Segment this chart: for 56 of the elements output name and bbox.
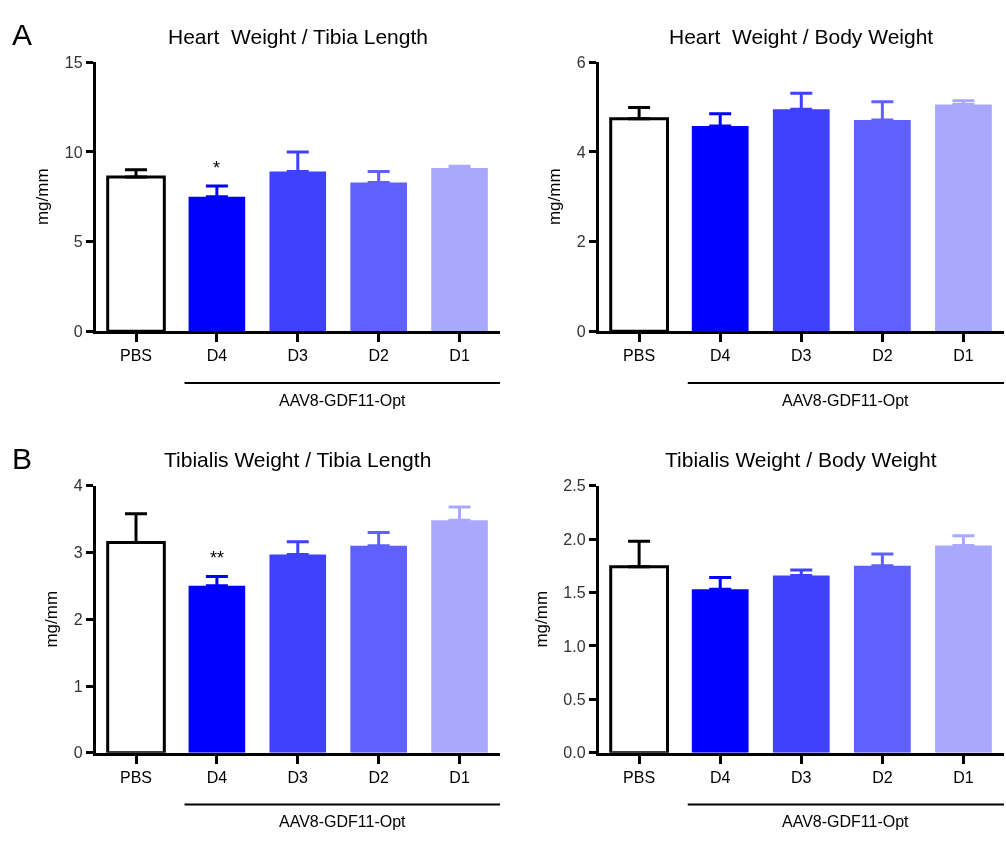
y-tick-label: 0 [73, 322, 83, 340]
y-tick-label: 1.0 [563, 637, 586, 655]
chart-title: Heart Weight / Body Weight [669, 25, 934, 48]
annotation: * [213, 158, 221, 178]
text: AAV8-GDF11-Opt [782, 813, 910, 830]
x-tick-label: D3 [791, 347, 812, 365]
chart-title: Tibialis Weight / Tibia Length [164, 448, 432, 471]
x-tick-label: D1 [449, 769, 470, 787]
text: B [12, 442, 33, 475]
text: AAV8-GDF11-Opt [279, 813, 407, 830]
x-tick-label: D2 [368, 769, 389, 787]
y-axis-title: mg/mm [42, 590, 62, 648]
x-tick-label: D1 [953, 769, 974, 787]
y-tick-label: 2 [73, 610, 83, 628]
y-axis-title: mg/mm [545, 168, 565, 226]
y-tick-label: 0.0 [563, 744, 586, 762]
y-tick-label: 10 [64, 143, 83, 161]
y-tick-label: 4 [576, 143, 586, 161]
text: AAV8-GDF11-Opt [279, 392, 407, 409]
x-tick-label: PBS [623, 347, 656, 365]
x-tick-label: D2 [872, 347, 893, 365]
y-tick-label: 2 [576, 233, 586, 251]
annotation: ** [210, 548, 225, 568]
text: AAV8-GDF11-Opt [782, 392, 910, 409]
x-tick-label: D3 [791, 769, 812, 787]
x-tick-label: D4 [709, 347, 731, 365]
y-tick-label: 0.5 [563, 690, 586, 708]
x-tick-label: PBS [623, 769, 656, 787]
y-tick-label: 1 [73, 677, 83, 695]
y-tick-label: 15 [64, 53, 83, 71]
y-tick-label: 0 [576, 322, 586, 340]
y-tick-label: 2.5 [563, 477, 586, 495]
x-tick-label: D2 [368, 347, 389, 365]
y-tick-label: 5 [73, 233, 83, 251]
y-tick-label: 2.0 [563, 530, 586, 548]
text: A [12, 18, 33, 51]
y-tick-label: 4 [73, 477, 83, 495]
y-tick-label: 3 [73, 544, 83, 562]
x-tick-label: D3 [287, 347, 309, 365]
bar [431, 168, 488, 332]
chart-title: Tibialis Weight / Body Weight [665, 448, 937, 471]
x-tick-label: D4 [206, 347, 228, 365]
x-tick-label: D4 [709, 769, 731, 787]
x-tick-label: D4 [206, 769, 228, 787]
x-tick-label: PBS [120, 347, 153, 365]
y-tick-label: 0 [73, 744, 83, 762]
x-tick-label: D2 [872, 769, 893, 787]
y-axis-title: mg/mm [33, 168, 53, 226]
x-tick-label: D1 [449, 347, 470, 365]
chart-title: Heart Weight / Tibia Length [168, 25, 428, 48]
x-tick-label: D3 [287, 769, 309, 787]
x-tick-label: PBS [120, 769, 153, 787]
y-tick-label: 1.5 [563, 584, 586, 602]
y-tick-label: 6 [576, 53, 586, 71]
y-axis-title: mg/mm [531, 590, 551, 648]
x-tick-label: D1 [953, 347, 974, 365]
